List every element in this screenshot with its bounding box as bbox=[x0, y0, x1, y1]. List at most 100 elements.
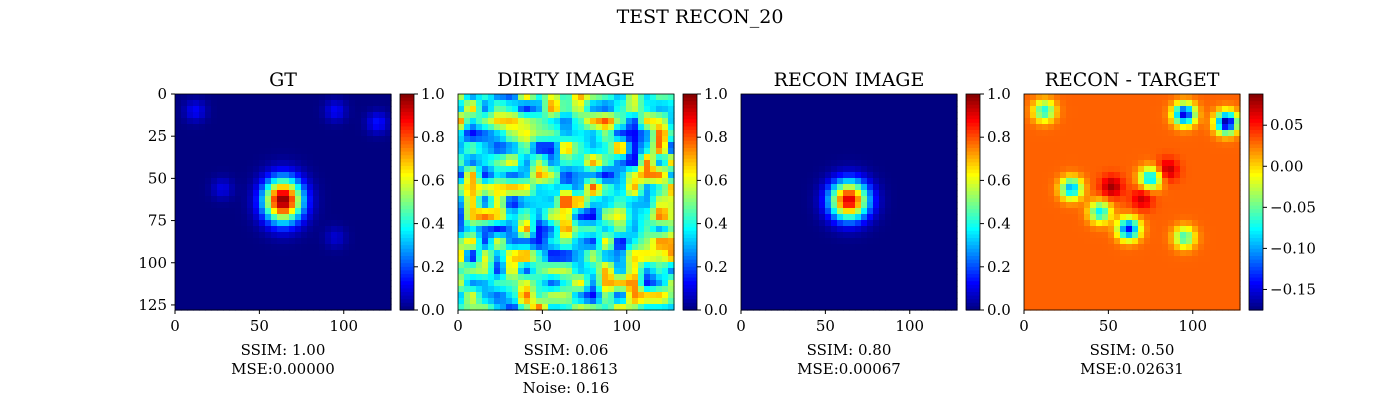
heatmap-cell bbox=[548, 244, 555, 251]
heatmap-cell bbox=[921, 220, 928, 227]
heatmap-cell bbox=[241, 124, 248, 131]
heatmap-cell bbox=[560, 178, 567, 185]
heatmap-cell bbox=[801, 202, 808, 209]
colorbar-segment bbox=[966, 277, 980, 282]
heatmap-cell bbox=[554, 298, 561, 305]
heatmap-cell bbox=[175, 106, 182, 113]
heatmap-cell bbox=[524, 124, 531, 131]
heatmap-cell bbox=[530, 262, 537, 269]
heatmap-cell bbox=[1132, 148, 1139, 155]
heatmap-cell bbox=[1174, 106, 1181, 113]
heatmap-cell bbox=[385, 124, 392, 131]
colorbar-segment bbox=[400, 169, 414, 174]
heatmap-cell bbox=[1030, 214, 1037, 221]
heatmap-cell bbox=[951, 148, 958, 155]
heatmap-cell bbox=[482, 136, 489, 143]
heatmap-cell bbox=[367, 124, 374, 131]
heatmap-cell bbox=[229, 196, 236, 203]
heatmap-cell bbox=[277, 304, 284, 311]
heatmap-cell bbox=[229, 262, 236, 269]
heatmap-cell bbox=[873, 130, 880, 137]
heatmap-cell bbox=[464, 94, 471, 101]
heatmap-cell bbox=[325, 292, 332, 299]
heatmap-cell bbox=[235, 190, 242, 197]
heatmap-cell bbox=[319, 178, 326, 185]
heatmap-cell bbox=[307, 124, 314, 131]
heatmap-cell bbox=[367, 202, 374, 209]
colorbar: 0.00.20.40.60.81.0 bbox=[399, 85, 445, 319]
heatmap-cell bbox=[1090, 202, 1097, 209]
heatmap-cell bbox=[825, 232, 832, 239]
heatmap-cell bbox=[891, 298, 898, 305]
heatmap-cell bbox=[566, 100, 573, 107]
heatmap-cell bbox=[235, 184, 242, 191]
heatmap-cell bbox=[1084, 112, 1091, 119]
heatmap-cell bbox=[921, 184, 928, 191]
heatmap-cell bbox=[482, 124, 489, 131]
heatmap-cell bbox=[307, 172, 314, 179]
heatmap-cell bbox=[175, 244, 182, 251]
colorbar-segment bbox=[683, 302, 697, 307]
heatmap-cell bbox=[554, 304, 561, 311]
heatmap-cell bbox=[289, 268, 296, 275]
heatmap-cell bbox=[313, 232, 320, 239]
colorbar-segment bbox=[400, 191, 414, 196]
heatmap-cell bbox=[283, 178, 290, 185]
heatmap-cell bbox=[584, 292, 591, 299]
heatmap-cell bbox=[205, 292, 212, 299]
heatmap-cell bbox=[1078, 220, 1085, 227]
heatmap-cell bbox=[1120, 184, 1127, 191]
heatmap-cell bbox=[241, 100, 248, 107]
heatmap-cell bbox=[807, 190, 814, 197]
heatmap-cell bbox=[217, 220, 224, 227]
heatmap-cell bbox=[945, 298, 952, 305]
heatmap-cell bbox=[1210, 220, 1217, 227]
heatmap-cell bbox=[825, 274, 832, 281]
heatmap-cell bbox=[319, 238, 326, 245]
heatmap-cell bbox=[199, 166, 206, 173]
heatmap-cell bbox=[283, 100, 290, 107]
heatmap-cell bbox=[199, 274, 206, 281]
heatmap-cell bbox=[620, 118, 627, 125]
heatmap-cell bbox=[777, 124, 784, 131]
heatmap-cell bbox=[825, 94, 832, 101]
heatmap-cell bbox=[373, 106, 380, 113]
heatmap-cell bbox=[578, 298, 585, 305]
heatmap-cell bbox=[175, 124, 182, 131]
heatmap-cell bbox=[753, 256, 760, 263]
heatmap-cell bbox=[602, 214, 609, 221]
heatmap-cell bbox=[831, 142, 838, 149]
heatmap-cell bbox=[560, 160, 567, 167]
heatmap-cell bbox=[632, 232, 639, 239]
heatmap-cell bbox=[175, 226, 182, 233]
heatmap-cell bbox=[590, 124, 597, 131]
heatmap-cell bbox=[831, 136, 838, 143]
stat-line: SSIM: 1.00 bbox=[241, 341, 326, 359]
heatmap-cell bbox=[331, 130, 338, 137]
heatmap-cell bbox=[608, 214, 615, 221]
heatmap-cell bbox=[512, 100, 519, 107]
heatmap-cell bbox=[1036, 202, 1043, 209]
heatmap-cell bbox=[867, 208, 874, 215]
heatmap-cell bbox=[241, 244, 248, 251]
heatmap-cell bbox=[801, 130, 808, 137]
heatmap-cell bbox=[458, 118, 465, 125]
heatmap-cell bbox=[193, 130, 200, 137]
heatmap-cell bbox=[301, 136, 308, 143]
heatmap-cell bbox=[494, 172, 501, 179]
heatmap-cell bbox=[650, 106, 657, 113]
heatmap-cell bbox=[741, 130, 748, 137]
heatmap-cell bbox=[283, 226, 290, 233]
heatmap-cell bbox=[295, 124, 302, 131]
heatmap-cell bbox=[367, 298, 374, 305]
heatmap-cell bbox=[572, 124, 579, 131]
heatmap-cell bbox=[662, 226, 669, 233]
heatmap-cell bbox=[638, 232, 645, 239]
heatmap-cell bbox=[1138, 184, 1145, 191]
heatmap-cell bbox=[1090, 166, 1097, 173]
heatmap-cell bbox=[506, 214, 513, 221]
heatmap-cell bbox=[608, 130, 615, 137]
heatmap-cell bbox=[361, 214, 368, 221]
heatmap-cell bbox=[843, 94, 850, 101]
heatmap-cell bbox=[590, 304, 597, 311]
